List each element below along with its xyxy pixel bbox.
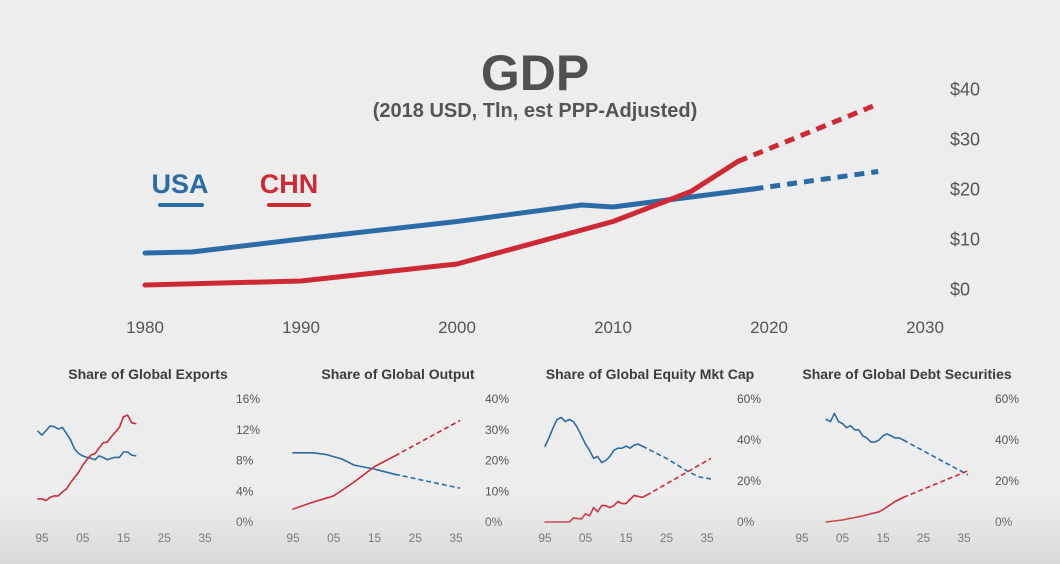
x-tick-label: 15	[368, 531, 382, 545]
series-line-chn	[292, 455, 396, 510]
y-tick-label: 10%	[485, 484, 509, 498]
charts-layer: 1980 1990 2000 2010 2020 2030 $0 $10 $20 $30 $40 Sh…	[35, 79, 1019, 545]
x-tick-label: 35	[957, 531, 971, 545]
x-tick-label: 35	[700, 531, 714, 545]
chart-4: Share of Global Debt Securities 95 05 15 25 3…	[795, 366, 1019, 545]
series-line-usa	[142, 186, 756, 256]
x-tick-label: 05	[579, 531, 593, 545]
y-tick-label: 60%	[737, 392, 761, 406]
series-projection-usa	[641, 445, 712, 480]
main-legend: USA CHN	[151, 169, 319, 207]
y-tick-label: $40	[950, 79, 980, 99]
series-projection-chn	[736, 101, 880, 164]
y-tick-label: 0%	[485, 515, 503, 529]
main-subtitle: (2018 USD, Tln, est PPP-Adjusted)	[373, 100, 698, 122]
y-tick-label: $0	[950, 279, 970, 299]
chart-3: Share of Global Equity Mkt Cap 95 05 15 25 35…	[538, 366, 761, 545]
y-tick-label: 20%	[995, 474, 1019, 488]
chart-title: Share of Global Equity Mkt Cap	[546, 366, 754, 382]
series-line-usa	[292, 452, 396, 476]
legend-label-usa: USA	[151, 169, 208, 199]
chart-title: Share of Global Output	[321, 366, 475, 382]
series-projection-chn	[645, 457, 712, 497]
y-tick-label: 60%	[995, 392, 1019, 406]
y-tick-label: 40%	[995, 433, 1019, 447]
chart-2: Share of Global Output 95 05 15 25 35 0% 10% 20%…	[286, 366, 509, 545]
x-tick-label: 15	[619, 531, 633, 545]
y-tick-label: 20%	[737, 474, 761, 488]
x-tick-label: 2020	[750, 318, 788, 337]
series-line-chn	[544, 494, 648, 523]
y-tick-label: 16%	[236, 392, 260, 406]
x-tick-label: 35	[198, 531, 212, 545]
y-tick-label: 12%	[236, 423, 260, 437]
chart-title: Share of Global Debt Securities	[802, 366, 1011, 382]
legend-label-chn: CHN	[260, 169, 319, 199]
x-tick-label: 95	[795, 531, 809, 545]
y-tick-label: $10	[950, 229, 980, 249]
y-tick-label: 0%	[236, 515, 254, 529]
x-tick-label: 15	[876, 531, 890, 545]
x-tick-label: 05	[327, 531, 341, 545]
series-line-chn	[142, 159, 741, 288]
x-tick-label: 15	[117, 531, 131, 545]
x-tick-label: 25	[409, 531, 423, 545]
chart-title: Share of Global Exports	[68, 366, 228, 382]
y-tick-label: 40%	[737, 433, 761, 447]
x-tick-label: 25	[158, 531, 172, 545]
x-tick-label: 95	[538, 531, 552, 545]
y-tick-label: 4%	[236, 484, 254, 498]
series-projection-chn	[394, 419, 461, 457]
x-tick-label: 25	[660, 531, 674, 545]
series-line-usa	[825, 412, 905, 443]
x-tick-label: 95	[35, 531, 49, 545]
series-line-usa	[37, 425, 137, 461]
x-tick-label: 05	[836, 531, 850, 545]
x-tick-label: 2030	[906, 318, 944, 337]
series-projection-usa	[394, 473, 461, 489]
series-projection-usa	[902, 439, 969, 476]
x-tick-label: 25	[917, 531, 931, 545]
series-line-chn	[825, 496, 905, 523]
series-line-usa	[544, 416, 643, 464]
y-tick-label: $20	[950, 179, 980, 199]
series-projection-chn	[902, 470, 969, 499]
x-tick-label: 1990	[282, 318, 320, 337]
series-projection-usa	[753, 169, 879, 192]
main-title: GDP	[481, 45, 589, 101]
x-tick-label: 2010	[594, 318, 632, 337]
y-tick-label: $30	[950, 129, 980, 149]
y-tick-label: 20%	[485, 454, 509, 468]
x-tick-label: 05	[76, 531, 90, 545]
x-tick-label: 35	[449, 531, 463, 545]
y-tick-label: 0%	[995, 515, 1013, 529]
y-tick-label: 30%	[485, 423, 509, 437]
chart-1: Share of Global Exports 95 05 15 25 35 0% 4% 8% 1…	[35, 366, 260, 545]
chart-0: 1980 1990 2000 2010 2020 2030 $0 $10 $20 $30 $40	[126, 79, 980, 337]
y-tick-label: 40%	[485, 392, 509, 406]
series-line-chn	[37, 414, 137, 502]
x-tick-label: 2000	[438, 318, 476, 337]
x-tick-label: 1980	[126, 318, 164, 337]
y-tick-label: 8%	[236, 454, 254, 468]
y-tick-label: 0%	[737, 515, 755, 529]
x-tick-label: 95	[286, 531, 300, 545]
